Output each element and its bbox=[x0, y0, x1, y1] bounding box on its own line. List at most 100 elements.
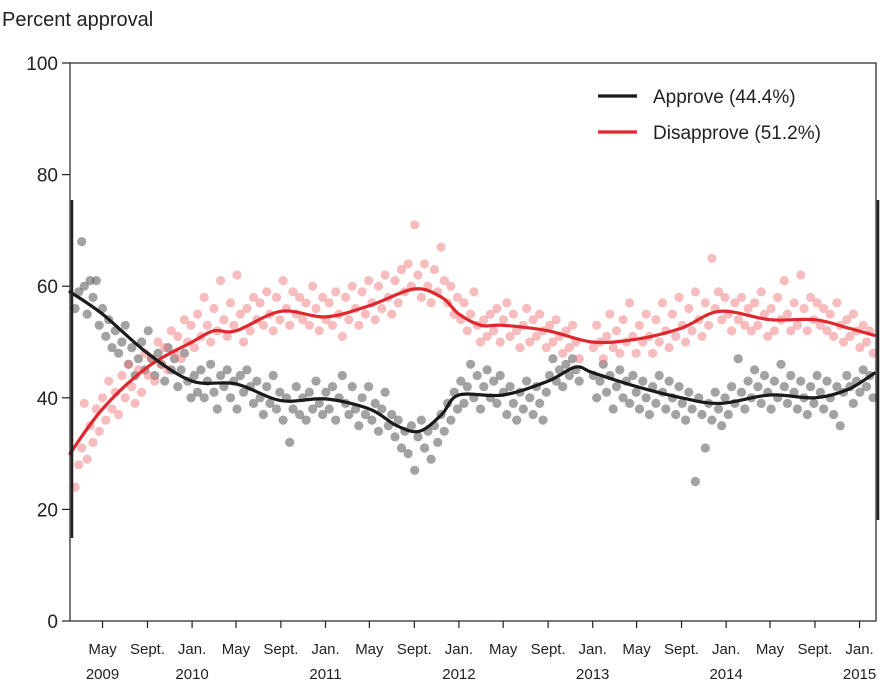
disapprove-point bbox=[77, 443, 87, 453]
approve-point bbox=[697, 409, 707, 420]
disapprove-point bbox=[822, 326, 832, 336]
y-tick-label: 40 bbox=[37, 389, 58, 410]
disapprove-point bbox=[311, 303, 321, 314]
x-tick-label: Sept. bbox=[664, 641, 699, 658]
approve-point bbox=[216, 370, 226, 381]
disapprove-point bbox=[782, 309, 793, 319]
disapprove-point bbox=[479, 315, 489, 325]
approve-point bbox=[769, 376, 780, 386]
disapprove-point bbox=[107, 404, 117, 414]
disapprove-point bbox=[763, 331, 773, 341]
approve-point bbox=[354, 421, 364, 431]
disapprove-point bbox=[829, 331, 839, 341]
disapprove-point bbox=[717, 315, 727, 325]
approve-point bbox=[733, 354, 743, 364]
approve-point bbox=[681, 415, 691, 425]
disapprove-trend-line bbox=[68, 287, 876, 456]
disapprove-point bbox=[209, 303, 219, 314]
disapprove-point bbox=[150, 376, 160, 386]
approve-point bbox=[456, 376, 466, 386]
approve-point bbox=[779, 382, 789, 392]
disapprove-point bbox=[736, 292, 747, 302]
approve-point bbox=[525, 393, 535, 403]
approve-point bbox=[743, 376, 753, 386]
disapprove-point bbox=[819, 303, 829, 314]
y-tick-label: 100 bbox=[26, 54, 58, 75]
approve-point bbox=[377, 404, 387, 414]
disapprove-point bbox=[304, 320, 314, 330]
disapprove-point bbox=[298, 315, 308, 325]
disapprove-point bbox=[618, 315, 628, 325]
disapprove-point bbox=[631, 348, 641, 358]
disapprove-point bbox=[193, 309, 203, 319]
approve-point bbox=[173, 382, 183, 392]
disapprove-point bbox=[713, 287, 724, 297]
approve-point bbox=[684, 387, 694, 397]
approve-point bbox=[766, 404, 776, 414]
approve-point bbox=[160, 376, 170, 386]
disapprove-point bbox=[222, 331, 232, 341]
disapprove-point bbox=[393, 298, 403, 308]
disapprove-point bbox=[750, 298, 760, 308]
disapprove-point bbox=[360, 309, 370, 319]
y-tick-label: 60 bbox=[37, 277, 58, 298]
disapprove-point bbox=[505, 331, 515, 341]
approve-point bbox=[77, 237, 87, 247]
disapprove-point bbox=[285, 320, 295, 330]
approve-points bbox=[70, 237, 878, 487]
disapprove-point bbox=[551, 315, 561, 325]
disapprove-point bbox=[225, 298, 236, 308]
disapprove-point bbox=[825, 309, 835, 319]
disapprove-point bbox=[410, 220, 420, 230]
disapprove-point bbox=[759, 309, 770, 319]
disapprove-point bbox=[858, 320, 868, 330]
x-tick-year-label: 2009 bbox=[86, 666, 119, 683]
approve-point bbox=[723, 409, 733, 420]
approve-point bbox=[433, 437, 443, 447]
disapprove-point bbox=[104, 376, 114, 386]
approve-point bbox=[707, 415, 717, 425]
approve-point bbox=[265, 398, 275, 408]
disapprove-point bbox=[101, 415, 111, 425]
approve-point bbox=[416, 415, 426, 425]
approve-point bbox=[396, 443, 407, 453]
approve-point bbox=[492, 398, 502, 408]
disapprove-point bbox=[574, 354, 584, 364]
approve-point bbox=[209, 387, 219, 397]
approve-point bbox=[829, 409, 839, 420]
disapprove-point bbox=[173, 331, 183, 341]
disapprove-point bbox=[588, 343, 599, 353]
disapprove-point bbox=[671, 331, 681, 341]
approve-point bbox=[426, 454, 436, 464]
disapprove-point bbox=[664, 343, 674, 353]
disapprove-point bbox=[97, 393, 108, 403]
disapprove-point bbox=[727, 326, 737, 336]
disapprove-point bbox=[347, 281, 357, 291]
disapprove-point bbox=[786, 326, 796, 336]
disapprove-point bbox=[625, 298, 635, 308]
approve-point bbox=[690, 476, 701, 487]
approve-point bbox=[271, 404, 282, 414]
disapprove-point bbox=[792, 320, 803, 330]
disapprove-point bbox=[380, 270, 390, 280]
disapprove-point bbox=[681, 337, 691, 347]
disapprove-point bbox=[848, 309, 858, 319]
disapprove-point bbox=[79, 398, 89, 408]
disapprove-point bbox=[815, 320, 826, 330]
disapprove-point bbox=[796, 270, 806, 280]
x-tick-label: Sept. bbox=[397, 641, 432, 658]
approve-point bbox=[832, 382, 842, 392]
approve-point bbox=[687, 404, 697, 414]
approve-point bbox=[235, 370, 245, 381]
plot-frame bbox=[69, 62, 877, 622]
legend: Approve (44.4%) Disapprove (51.2%) bbox=[598, 87, 821, 144]
disapprove-point bbox=[373, 281, 384, 291]
approve-point bbox=[439, 426, 449, 436]
approve-point bbox=[495, 370, 505, 381]
approve-point bbox=[268, 370, 278, 381]
approve-point bbox=[232, 404, 242, 414]
disapprove-point bbox=[416, 292, 426, 302]
disapprove-point bbox=[492, 303, 502, 314]
disapprove-point bbox=[648, 348, 658, 358]
disapprove-point bbox=[278, 276, 288, 286]
